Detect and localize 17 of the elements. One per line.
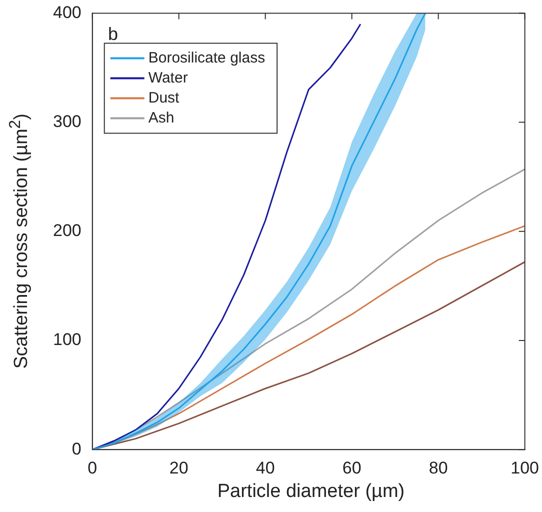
annotation: b [108,24,118,45]
x-tick-label: 20 [169,458,188,478]
x-tick-label: 100 [510,458,540,478]
y-tick-label: 400 [52,2,82,22]
x-axis-title: Particle diameter (µm) [216,481,406,503]
legend-label: Borosilicate glass [148,49,266,66]
y-tick-label: 200 [52,221,82,240]
y-tick-label: 0 [72,439,82,458]
x-tick-label: 40 [256,458,275,478]
legend-label: Dust [148,89,180,106]
legend-label: Water [148,69,188,86]
x-tick-label: 80 [428,458,448,478]
y-tick-label: 300 [52,112,82,131]
legend-label: Ash [148,109,174,126]
x-tick-label: 0 [88,458,98,478]
y-tick-label: 100 [52,330,82,350]
x-tick-label: 60 [342,458,362,478]
